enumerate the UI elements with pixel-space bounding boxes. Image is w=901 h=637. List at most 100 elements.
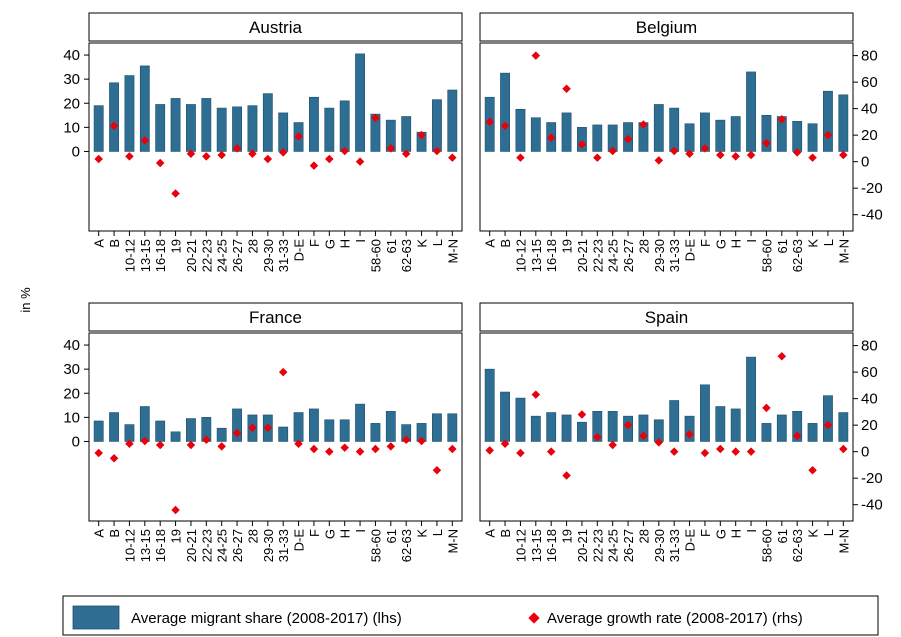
bar bbox=[401, 116, 412, 152]
growth-dot bbox=[746, 447, 756, 456]
x-tick-label: 58-60 bbox=[368, 239, 383, 272]
growth-dot bbox=[401, 149, 411, 158]
x-tick-label: F bbox=[698, 239, 713, 247]
panel-title: France bbox=[249, 308, 302, 327]
bar bbox=[838, 412, 849, 442]
growth-dot bbox=[340, 146, 349, 156]
bar bbox=[262, 93, 273, 152]
growth-dot bbox=[562, 471, 571, 480]
growth-dot bbox=[485, 117, 494, 127]
x-tick-label: 20-21 bbox=[575, 529, 590, 562]
bar bbox=[592, 124, 603, 152]
panel-title-box bbox=[88, 302, 463, 332]
x-tick-label: A bbox=[92, 239, 107, 248]
x-tick-label: 22-23 bbox=[590, 239, 605, 272]
x-tick-label: 13-15 bbox=[529, 239, 544, 272]
x-tick-label: 16-18 bbox=[153, 239, 168, 272]
x-tick-label: B bbox=[498, 529, 513, 538]
growth-dot bbox=[623, 420, 633, 430]
x-tick-label: H bbox=[338, 529, 353, 538]
right-tick-label: -20 bbox=[861, 180, 883, 197]
x-tick-label: M-N bbox=[836, 239, 851, 264]
growth-dot bbox=[417, 130, 426, 140]
bar bbox=[339, 419, 350, 442]
left-tick-label: 20 bbox=[63, 385, 80, 402]
x-tick-label: 28 bbox=[636, 529, 651, 543]
x-tick-label: 16-18 bbox=[544, 239, 559, 272]
bar bbox=[792, 411, 803, 442]
growth-dot bbox=[417, 436, 426, 446]
growth-dot bbox=[371, 113, 380, 123]
right-tick-label: -40 bbox=[861, 497, 883, 514]
growth-dot bbox=[278, 148, 288, 157]
left-tick-label: 40 bbox=[63, 47, 80, 64]
growth-dot bbox=[577, 410, 587, 419]
growth-dot bbox=[171, 505, 180, 515]
x-tick-label: 28 bbox=[245, 239, 260, 253]
growth-dot bbox=[432, 465, 442, 475]
x-tick-label: 24-25 bbox=[606, 239, 621, 272]
growth-dot bbox=[762, 403, 771, 413]
growth-dot bbox=[639, 431, 648, 440]
legend-box bbox=[62, 595, 879, 636]
legend-dot-marker bbox=[528, 612, 540, 624]
x-tick-label: A bbox=[92, 529, 107, 538]
bar bbox=[577, 127, 587, 152]
x-tick-label: M-N bbox=[836, 529, 851, 554]
growth-dot bbox=[685, 430, 694, 439]
panel-title: Spain bbox=[645, 308, 688, 327]
x-tick-label: L bbox=[821, 529, 836, 536]
bar bbox=[715, 406, 726, 442]
bar bbox=[155, 420, 166, 442]
x-tick-label: L bbox=[430, 239, 445, 246]
growth-dot bbox=[340, 443, 349, 452]
growth-dot bbox=[839, 444, 848, 454]
bar bbox=[838, 94, 849, 152]
x-tick-label: 28 bbox=[245, 529, 260, 543]
left-tick-label: 0 bbox=[72, 143, 80, 160]
growth-dot bbox=[232, 428, 242, 438]
right-tick-label: 20 bbox=[861, 127, 878, 144]
right-tick-label: -20 bbox=[861, 470, 883, 487]
x-tick-label: 58-60 bbox=[759, 239, 774, 272]
growth-dot bbox=[355, 447, 365, 456]
bar bbox=[715, 119, 726, 152]
x-tick-label: M-N bbox=[445, 239, 460, 264]
growth-dot bbox=[654, 438, 664, 447]
legend-dot-label: Average growth rate (2008-2017) (rhs) bbox=[547, 610, 803, 627]
x-tick-label: H bbox=[338, 239, 353, 248]
x-tick-label: K bbox=[415, 529, 430, 538]
bar bbox=[730, 408, 741, 442]
growth-dot bbox=[516, 448, 525, 458]
growth-dot bbox=[263, 154, 273, 164]
x-tick-label: 10-12 bbox=[122, 239, 137, 272]
x-tick-label: K bbox=[415, 239, 430, 248]
x-tick-label: 13-15 bbox=[529, 529, 544, 562]
bar bbox=[776, 414, 787, 442]
x-tick-label: F bbox=[307, 239, 322, 247]
bar bbox=[607, 411, 618, 442]
bar bbox=[109, 82, 119, 152]
bar bbox=[370, 423, 381, 442]
x-tick-label: 24-25 bbox=[606, 529, 621, 562]
bar bbox=[186, 418, 196, 442]
bar bbox=[515, 397, 526, 442]
growth-dot bbox=[792, 431, 802, 440]
bar bbox=[730, 116, 741, 152]
growth-dot bbox=[294, 132, 303, 141]
bar bbox=[139, 65, 150, 152]
growth-dot bbox=[371, 444, 380, 454]
growth-dot bbox=[546, 447, 556, 456]
bar bbox=[155, 104, 166, 152]
growth-dot bbox=[109, 121, 119, 131]
x-tick-label: 20-21 bbox=[184, 239, 199, 272]
bar bbox=[761, 423, 772, 442]
x-tick-label: A bbox=[483, 239, 498, 248]
growth-dot bbox=[401, 435, 411, 444]
bar bbox=[170, 431, 181, 442]
right-tick-label: -40 bbox=[861, 207, 883, 224]
growth-dot bbox=[186, 149, 196, 158]
bar bbox=[324, 107, 335, 152]
right-tick-label: 80 bbox=[861, 338, 878, 355]
